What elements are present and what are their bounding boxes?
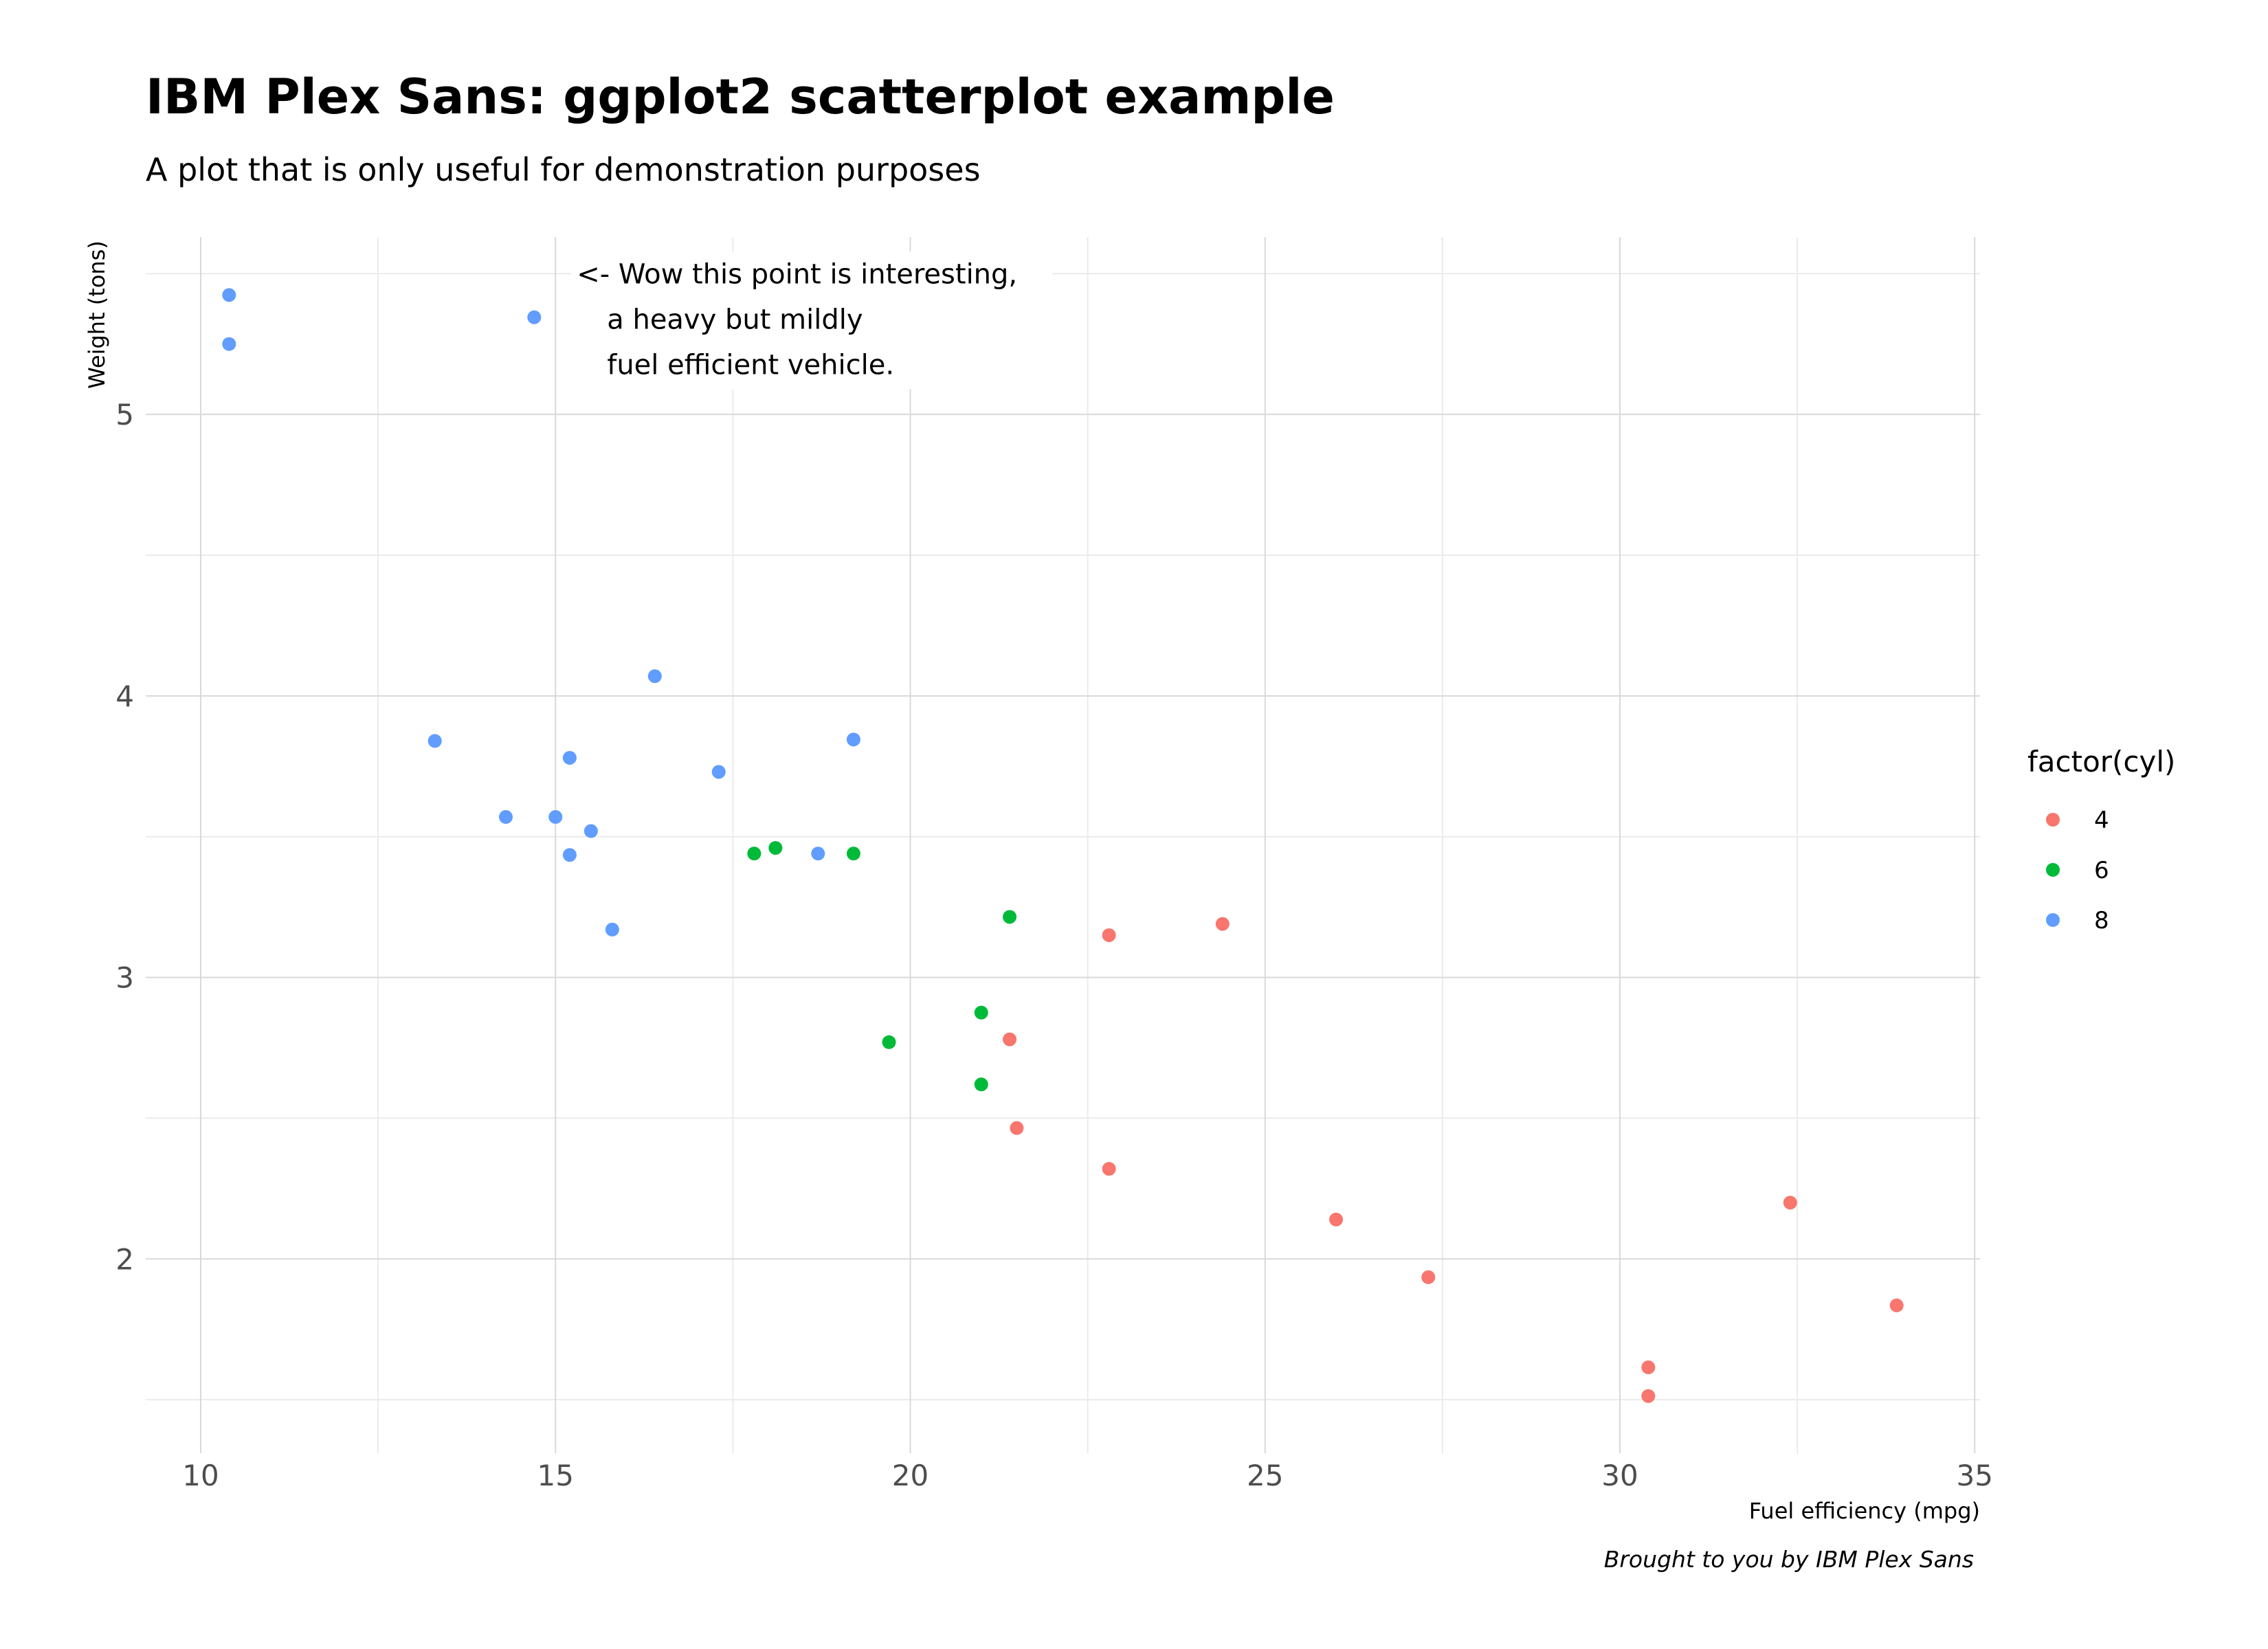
data-point-cyl-4 <box>1102 928 1116 943</box>
data-point-cyl-8 <box>222 288 236 302</box>
data-point-cyl-8 <box>562 750 577 765</box>
data-point-cyl-8 <box>222 337 236 351</box>
data-point-cyl-6 <box>974 1077 988 1092</box>
data-point-cyl-4 <box>1010 1121 1024 1135</box>
data-point-cyl-6 <box>846 846 860 861</box>
x-tick-label: 15 <box>537 1459 574 1492</box>
annotation: <- Wow this point is interesting, a heavy… <box>577 258 1017 381</box>
x-tick-label: 25 <box>1247 1459 1283 1492</box>
data-point-cyl-4 <box>1421 1270 1436 1284</box>
legend: factor(cyl) 4 6 8 <box>2027 745 2175 934</box>
data-point-cyl-8 <box>811 846 825 861</box>
data-point-cyl-8 <box>527 310 542 324</box>
annotation-line: <- Wow this point is interesting, <box>577 258 1017 290</box>
legend-label: 4 <box>2094 807 2109 834</box>
legend-label: 6 <box>2094 857 2109 884</box>
data-point-cyl-6 <box>747 846 761 861</box>
data-point-cyl-6 <box>1003 910 1017 924</box>
legend-key-8 <box>2046 913 2060 927</box>
data-point-cyl-4 <box>1641 1389 1656 1403</box>
data-point-cyl-4 <box>1215 917 1230 931</box>
annotation-box <box>571 251 1053 390</box>
annotation-background <box>571 251 1053 390</box>
y-axis-tick-labels: 2 3 4 5 <box>115 398 134 1276</box>
y-tick-label: 4 <box>115 680 134 713</box>
chart-subtitle: A plot that is only useful for demonstra… <box>146 151 981 188</box>
data-point-cyl-6 <box>974 1005 988 1020</box>
data-points <box>222 288 1904 1403</box>
x-tick-label: 20 <box>892 1459 929 1492</box>
data-point-cyl-8 <box>605 922 619 936</box>
data-point-cyl-8 <box>583 824 598 838</box>
data-point-cyl-8 <box>498 810 513 824</box>
x-tick-label: 10 <box>182 1459 219 1492</box>
y-tick-label: 5 <box>115 398 134 431</box>
legend-key-4 <box>2046 813 2060 827</box>
chart-caption: Brought to you by IBM Plex Sans <box>1603 1546 1974 1573</box>
y-axis-title: Weight (tons) <box>84 240 110 389</box>
data-point-cyl-8 <box>846 732 860 747</box>
data-point-cyl-4 <box>1003 1032 1017 1046</box>
y-tick-label: 3 <box>115 961 134 995</box>
data-point-cyl-8 <box>427 734 442 748</box>
legend-key-6 <box>2046 863 2060 877</box>
annotation-line: fuel efficient vehicle. <box>607 349 894 381</box>
data-point-cyl-4 <box>1889 1298 1904 1312</box>
data-point-cyl-8 <box>647 669 662 684</box>
x-tick-label: 35 <box>1957 1459 1993 1492</box>
data-point-cyl-4 <box>1102 1162 1116 1176</box>
annotation-line: a heavy but mildly <box>607 304 863 335</box>
x-axis-title: Fuel efficiency (mpg) <box>1749 1498 1980 1524</box>
data-point-cyl-8 <box>711 765 726 779</box>
data-point-cyl-6 <box>768 841 783 855</box>
data-point-cyl-4 <box>1329 1212 1344 1226</box>
major-gridlines <box>146 237 1980 1453</box>
data-point-cyl-6 <box>882 1035 896 1049</box>
data-point-cyl-8 <box>548 810 563 824</box>
data-point-cyl-4 <box>1641 1360 1656 1375</box>
x-axis-tick-labels: 10 15 20 25 30 35 <box>182 1459 1993 1492</box>
legend-label: 8 <box>2094 907 2109 934</box>
chart-title: IBM Plex Sans: ggplot2 scatterplot examp… <box>146 69 1335 125</box>
legend-keys: 4 6 8 <box>2046 807 2109 934</box>
y-tick-label: 2 <box>115 1242 134 1276</box>
data-point-cyl-8 <box>562 848 577 862</box>
legend-title: factor(cyl) <box>2027 745 2175 778</box>
minor-gridlines <box>146 237 1980 1453</box>
x-tick-label: 30 <box>1601 1459 1638 1492</box>
data-point-cyl-4 <box>1783 1196 1797 1210</box>
